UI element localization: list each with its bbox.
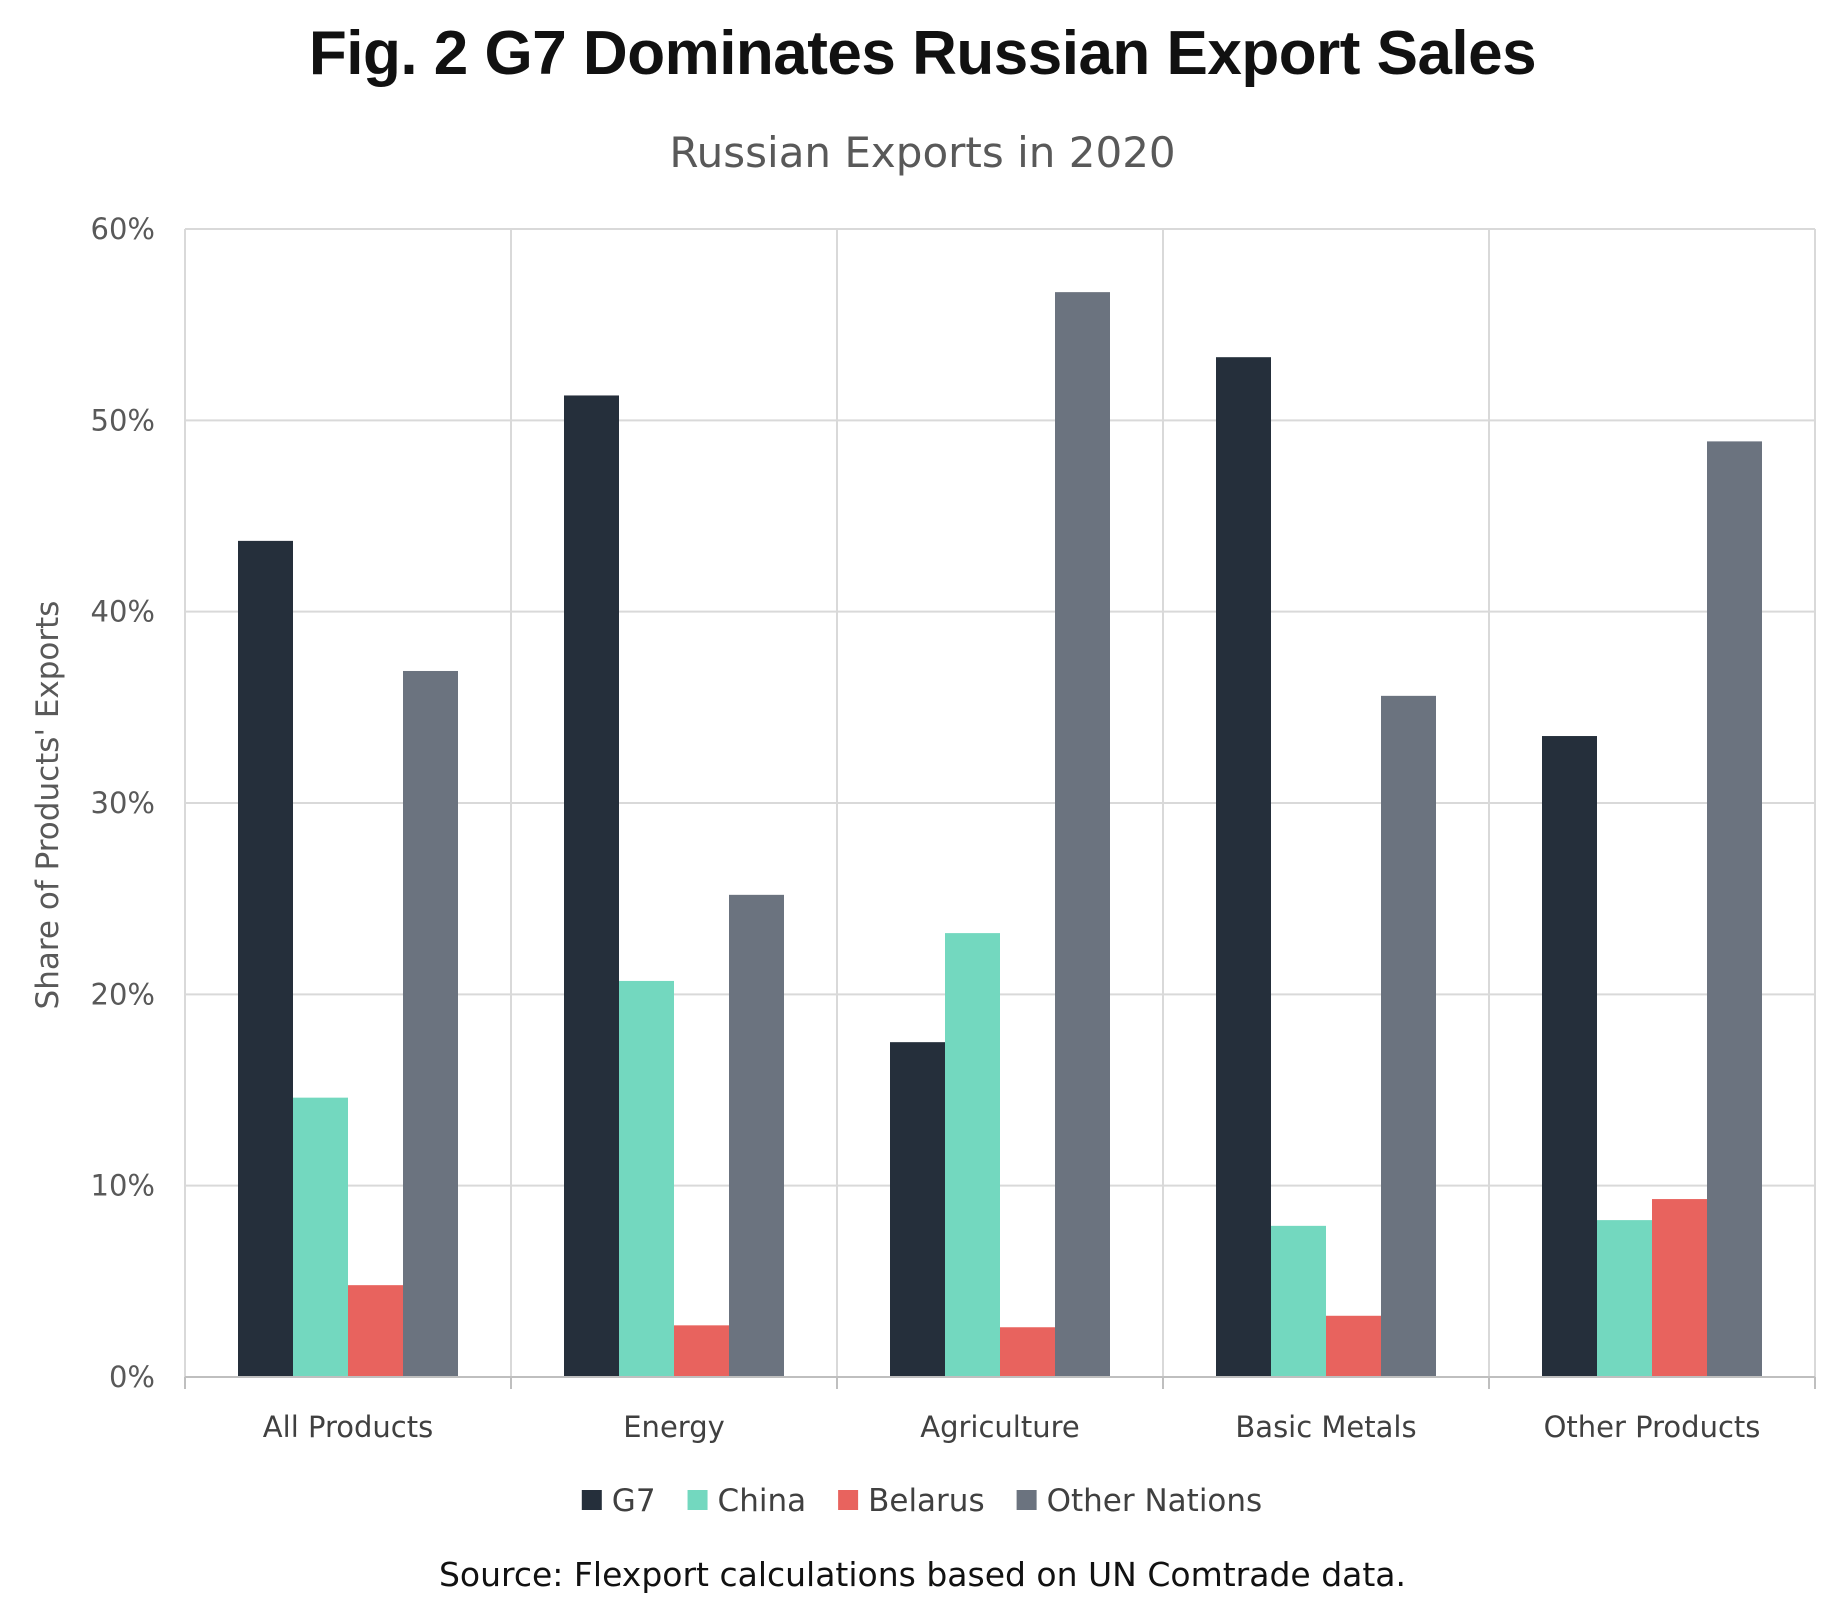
bar [348,1285,403,1377]
legend-label: G7 [612,1483,656,1519]
legend-item: Belarus [838,1483,985,1519]
bar [1000,1327,1055,1377]
bar [945,933,1000,1377]
bar [1597,1220,1652,1377]
gridlines [184,228,1816,1377]
legend-label: China [718,1483,807,1519]
y-tick-label: 0% [109,1360,155,1394]
x-category-label: Basic Metals [1235,1410,1416,1444]
legend-swatch [838,1490,859,1510]
y-tick-label: 50% [91,403,155,437]
bar [1326,1315,1381,1377]
bar [293,1097,348,1377]
bar [890,1042,945,1377]
y-tick-label: 10% [91,1169,155,1203]
bar [403,670,458,1377]
legend-swatch [687,1490,708,1510]
bar [674,1325,729,1377]
chart-title: Russian Exports in 2020 [669,128,1176,177]
y-tick-label: 20% [91,977,155,1011]
bar [1381,695,1436,1377]
y-axis-tick-labels: 0% 10% 20% 30% 40% 50% 60% [91,212,155,1394]
bar [1542,736,1597,1377]
y-axis-title: Share of Products' Exports [30,601,66,1010]
legend-item: G7 [581,1483,656,1519]
source-note: Source: Flexport calculations based on U… [438,1555,1407,1594]
legend-item: China [687,1483,807,1519]
bar [729,894,784,1377]
bar [1271,1225,1326,1377]
x-category-label: All Products [263,1410,433,1444]
legend-label: Belarus [868,1483,985,1519]
y-tick-label: 40% [91,595,155,629]
y-tick-label: 60% [91,212,155,246]
x-category-label: Other Products [1544,1410,1761,1444]
legend-label: Other Nations [1047,1483,1263,1519]
x-axis-category-labels: All Products Energy Agriculture Basic Metal… [263,1410,1761,1444]
bar [1652,1199,1707,1377]
legend: G7 China Belarus Other Nations [581,1483,1263,1519]
y-tick-label: 30% [91,786,155,820]
legend-swatch [581,1490,602,1510]
x-category-label: Agriculture [920,1410,1080,1444]
figure-title: Fig. 2 G7 Dominates Russian Export Sales [308,19,1537,88]
bar [564,395,619,1378]
bar [1216,357,1271,1377]
bar [1707,441,1762,1377]
legend-item: Other Nations [1016,1483,1263,1519]
bar [1055,292,1110,1377]
bar [238,540,293,1377]
bar [619,980,674,1377]
x-category-label: Energy [623,1410,725,1444]
bars [238,292,1762,1378]
x-axis [184,1376,1816,1389]
legend-swatch [1016,1490,1037,1510]
